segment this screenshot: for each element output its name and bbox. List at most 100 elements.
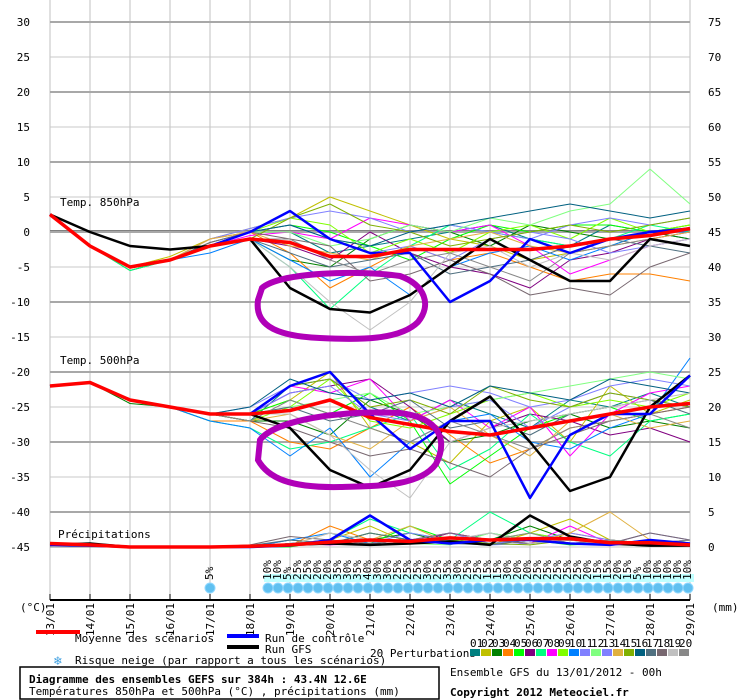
x-tick-label: 27/01 [604, 603, 617, 636]
snowflake-icon [332, 582, 344, 594]
copyright: Copyright 2012 Meteociel.fr [450, 686, 629, 699]
snowflake-icon [572, 582, 584, 594]
snow-risk-label: 5% [281, 566, 294, 580]
snow-risk-label: 30% [341, 560, 354, 580]
snowflake-icon [342, 582, 354, 594]
left-tick-label: -15 [10, 331, 30, 344]
left-tick-label: 20 [17, 86, 30, 99]
snow-risk-label: 15% [481, 560, 494, 580]
snowflake-icon [502, 582, 514, 594]
right-tick-label: 70 [708, 51, 721, 64]
right-tick-label: 0 [708, 541, 715, 554]
perturbation-id: 06 [525, 637, 538, 650]
x-tick-label: 14/01 [84, 603, 97, 636]
perturbation-swatch [580, 649, 590, 656]
left-tick-label: 0 [23, 226, 30, 239]
snow-risk-label: 10% [671, 560, 684, 580]
legend-control-swatch [227, 634, 259, 638]
perturbation-id: 08 [547, 637, 560, 650]
snowflake-icon [282, 582, 294, 594]
snowflake-icon [532, 582, 544, 594]
axes: 302520151050-5-10-15-20-25-30-35-40-4575… [10, 16, 721, 636]
right-tick-label: 25 [708, 366, 721, 379]
snow-risk-label: 25% [571, 560, 584, 580]
left-tick-label: -25 [10, 401, 30, 414]
left-tick-label: -5 [17, 261, 30, 274]
perturbation-id: 04 [503, 637, 517, 650]
perturbation-id: 01 [470, 637, 483, 650]
chart-subtitle: Températures 850hPa et 500hPa (°C) , pré… [29, 685, 400, 698]
x-tick-label: 15/01 [124, 603, 137, 636]
snow-risk-label: 25% [391, 560, 404, 580]
snowflake-icon [672, 582, 684, 594]
snow-risk-label: 25% [471, 560, 484, 580]
label-precip: Précipitations [58, 528, 151, 541]
left-tick-label: -35 [10, 471, 30, 484]
perturbation-id: 16 [635, 637, 648, 650]
left-tick-label: 30 [17, 16, 30, 29]
x-tick-label: 22/01 [404, 603, 417, 636]
snowflake-icon [302, 582, 314, 594]
snow-risk-label: 10% [651, 560, 664, 580]
x-tick-label: 29/01 [684, 603, 697, 636]
perturbation-swatch [536, 649, 546, 656]
snowflake-icon [312, 582, 324, 594]
perturbation-id: 20 [679, 637, 692, 650]
perturbation-swatch [646, 649, 656, 656]
x-tick-label: 21/01 [364, 603, 377, 636]
perturbation-swatch [602, 649, 612, 656]
perturbation-swatch [613, 649, 623, 656]
left-tick-label: -20 [10, 366, 30, 379]
t850-gfs-line [49, 213, 691, 314]
left-tick-label: -45 [10, 541, 30, 554]
perturbation-swatch [657, 649, 667, 656]
perturbation-swatch [470, 649, 480, 656]
right-tick-label: 20 [708, 401, 721, 414]
snow-risk-label: 25% [431, 560, 444, 580]
perturbation-id: 11 [580, 637, 593, 650]
right-tick-label: 35 [708, 296, 721, 309]
x-tick-label: 23/01 [444, 603, 457, 636]
snow-risk-label: 10% [661, 560, 674, 580]
annotation-circle-500 [254, 409, 445, 491]
left-tick-label: 10 [17, 156, 30, 169]
perturbation-id: 10 [569, 637, 582, 650]
snowflake-icon [322, 582, 334, 594]
snow-risk-label: 15% [621, 560, 634, 580]
snowflake-icon [372, 582, 384, 594]
snow-risk-label: 25% [411, 560, 424, 580]
perturbation-swatch [591, 649, 601, 656]
snowflake-icon [542, 582, 554, 594]
snowflake-icon [562, 582, 574, 594]
legend-control-label: Run de contrôle [265, 632, 364, 645]
snow-risk-label: 30% [501, 560, 514, 580]
snow-risk-label: 25% [461, 560, 474, 580]
snow-risk-label: 15% [601, 560, 614, 580]
snowflake-icon [422, 582, 434, 594]
legend-perturbations-label: 20 Perturbations [370, 647, 476, 660]
snow-risk-label: 25% [291, 560, 304, 580]
perturbation-swatch [569, 649, 579, 656]
snow-risk-label: 35% [441, 560, 454, 580]
snow-risk-row: 5% 10%10%5%25%25%20%20%35%30%35%40%30%30%… [203, 560, 694, 594]
snow-risk-label: 20% [581, 560, 594, 580]
left-axis-unit: (°C) [20, 601, 47, 614]
perturbation-swatch [525, 649, 535, 656]
snow-risk-label: 5% [203, 566, 216, 580]
snow-risk-label: 25% [531, 560, 544, 580]
perturbation-swatch [624, 649, 634, 656]
snowflake-icon [582, 582, 594, 594]
snow-risk-label: 25% [301, 560, 314, 580]
run-info: Ensemble GFS du 13/01/2012 - 00h [450, 666, 662, 679]
snowflake-icon [432, 582, 444, 594]
right-tick-label: 65 [708, 86, 721, 99]
snowflake-icon [662, 582, 674, 594]
annotation-circle-850 [254, 269, 429, 342]
x-tick-label: 16/01 [164, 603, 177, 636]
left-tick-label: 15 [17, 121, 30, 134]
snow-risk-label: 25% [551, 560, 564, 580]
right-axis-unit: (mm) [712, 601, 739, 614]
left-tick-label: -40 [10, 506, 30, 519]
